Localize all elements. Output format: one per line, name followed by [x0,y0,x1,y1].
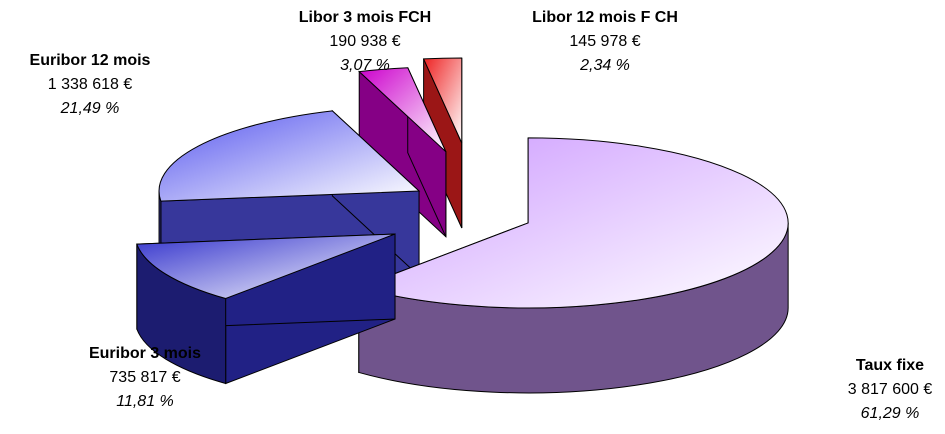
percent-label: 61,29 % [861,405,920,422]
slice [136,233,396,385]
slice-label: Euribor 3 mois [89,345,201,362]
slice-label: Libor 3 mois FCH [299,9,431,26]
slice-label: Taux fixe [856,357,924,374]
slice-top [357,137,789,309]
value-label: 190 938 € [329,33,400,50]
percent-label: 11,81 % [116,393,174,410]
slice-top [358,67,447,153]
value-label: 735 817 € [109,369,180,386]
value-label: 145 978 € [569,33,640,50]
value-label: 3 817 600 € [848,381,933,398]
slice-top [158,110,421,202]
percent-label: 3,07 % [340,57,390,74]
percent-label: 21,49 % [60,100,120,117]
slice-top [136,233,396,300]
percent-label: 2,34 % [579,57,630,74]
value-label: 1 338 618 € [48,76,133,93]
slice [358,67,447,238]
slice-top [422,57,463,144]
slice-label: Libor 12 mois F CH [532,9,678,26]
slice [422,57,463,229]
slice-label: Euribor 12 mois [30,52,151,69]
slice [357,137,789,394]
